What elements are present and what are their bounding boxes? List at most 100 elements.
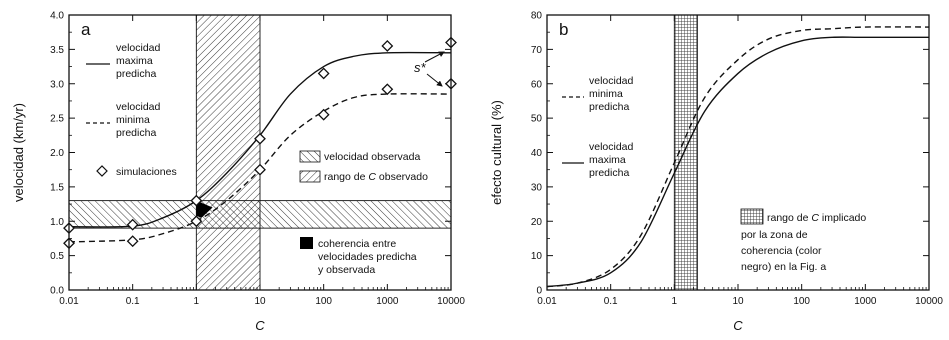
y-tick-label: 1.0 [50,217,64,228]
legend-rango-c: C [368,171,376,183]
simulation-marker [254,163,266,176]
legend-rango-post: observado [376,171,428,183]
panel-b-legend: velocidad minima predicha velocidad maxi… [562,75,866,273]
legend-vel-obs: velocidad observada [324,151,420,163]
simulation-marker [317,108,330,121]
y-tick-label: 20 [531,217,543,228]
y-tick-label: 80 [531,11,543,22]
legend-swatch-rango [299,170,321,183]
legend-swatch-sim [96,165,108,177]
band-rango-c-observado [195,14,261,291]
panel-b-y-axis-label: efecto cultural (%) [489,100,504,205]
legend-b-rango-line1: rango de C implicado [767,212,866,224]
legend-sim: simulaciones [116,166,177,178]
panel-a-x-axis-label: C [255,318,265,333]
x-tick-label: 100 [315,296,332,307]
x-tick-label: 1 [672,296,678,307]
legend-b-rango-pre: rango de [767,212,811,224]
series-line-maxima [546,36,929,288]
legend-min-line3: predicha [116,127,156,139]
legend-b-swatch-rango [740,208,764,225]
panel-a-markers [63,36,457,250]
x-tick-label: 0.1 [126,296,140,307]
x-tick-label: 1000 [854,296,877,307]
y-tick-label: 60 [531,79,543,90]
x-tick-label: 1000 [376,296,399,307]
legend-min-line2: minima [116,114,150,126]
panel-a-label: a [81,20,91,39]
legend-max-line1: velocidad [116,42,161,54]
y-tick-label: 3.0 [50,79,64,90]
legend-max-line2: maxima [116,55,153,67]
y-tick-label: 3.5 [50,45,64,56]
coherence-region [196,200,213,218]
panel-a-legend: velocidad maxima predicha velocidad mini… [86,42,428,276]
simulation-marker [190,194,203,207]
y-tick-label: 4.0 [50,11,64,22]
y-tick-label: 0.5 [50,251,64,262]
legend-swatch-vel-obs [299,150,321,163]
x-tick-label: 10000 [437,296,465,307]
simulation-marker [317,67,330,80]
y-tick-label: 2.0 [50,148,64,159]
simulation-marker [381,40,394,52]
y-tick-label: 2.5 [50,114,64,125]
legend-swatch-coherence [300,237,313,249]
band-rango-c-implicado [673,14,698,291]
legend-max-line3: predicha [116,68,156,80]
annotation-arrow-up [424,51,445,63]
y-tick-label: 0.0 [50,286,64,297]
observed-bands [68,14,452,291]
panel-a-y-axis-label: velocidad (km/yr) [11,103,26,202]
x-tick-label: 10000 [915,296,943,307]
legend-b-rango-c: C [811,212,819,224]
x-tick-label: 10 [732,296,744,307]
simulation-marker [254,132,266,145]
s-star-annotation: s* [414,51,445,87]
legend-rango-pre: rango de [324,171,368,183]
legend-coh-line3: y observada [318,264,375,276]
panel-b-series [546,26,930,288]
panel-a-frame [68,14,452,291]
y-tick-label: 0 [536,286,542,297]
y-tick-label: 10 [531,251,543,262]
simulation-marker [190,215,203,228]
x-tick-label: 0.01 [59,296,79,307]
legend-b-rango-post: implicado [819,212,866,224]
y-tick-label: 30 [531,182,543,193]
y-tick-label: 70 [531,45,543,56]
legend-coh-line1: coherencia entre [318,238,396,250]
y-tick-label: 1.5 [50,182,64,193]
implied-band [673,14,698,291]
legend-rango: rango de C observado [324,171,428,183]
legend-coh-line2: velocidades predicha [318,251,417,263]
panel-b-x-axis-label: C [733,318,743,333]
annotation-arrow-down [426,73,443,87]
legend-b-rango-line2: por la zona de [741,229,808,241]
x-tick-label: 10 [254,296,266,307]
panel-a: 0.01 0.1 1 10 100 1000 10000 0.0 0.5 1.0 1.5 2.0 2.5… [11,11,465,334]
x-tick-label: 0.1 [604,296,618,307]
simulation-marker [126,235,139,248]
legend-b-max-line2: maxima [589,154,626,166]
simulation-marker [126,218,139,231]
y-tick-label: 40 [531,148,543,159]
legend-b-rango-line4: negro) en la Fig. a [741,261,826,273]
series-line-minima [546,26,930,288]
legend-b-min-line2: minima [589,88,623,100]
annotation-s-star: s* [414,60,427,75]
simulation-marker [381,83,394,96]
x-tick-label: 1 [194,296,200,307]
panel-b: 0.01 0.1 1 10 100 1000 1000001020304050607080 … [489,11,943,334]
legend-min-line1: velocidad [116,101,161,113]
legend-b-rango-line3: coherencia (color [741,245,822,257]
legend-b-min-line1: velocidad [589,75,634,87]
panel-b-frame [546,14,930,291]
panel-b-label: b [559,20,568,39]
y-tick-label: 50 [531,114,543,125]
legend-b-max-line1: velocidad [589,141,634,153]
legend-b-min-line3: predicha [589,101,629,113]
legend-b-max-line3: predicha [589,167,629,179]
x-tick-label: 100 [793,296,810,307]
